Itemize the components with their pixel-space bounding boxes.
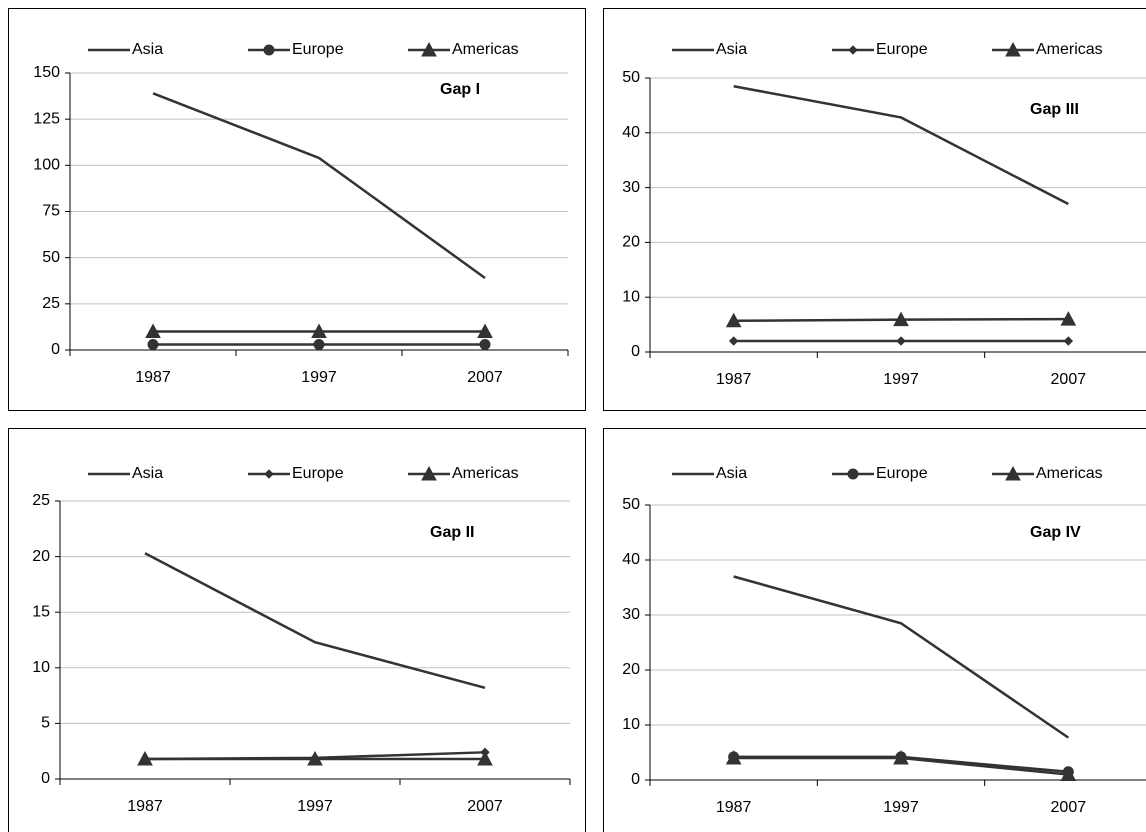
point	[313, 338, 325, 350]
point	[848, 45, 858, 55]
point	[728, 336, 739, 346]
x-tick-label: 1997	[883, 371, 919, 388]
point	[725, 749, 742, 765]
legend-label: Asia	[132, 41, 163, 58]
x-tick-label: 1997	[301, 369, 337, 386]
x-tick-label: 1987	[127, 798, 163, 815]
point	[1005, 41, 1021, 57]
point	[264, 469, 274, 479]
y-tick-label: 50	[42, 249, 60, 266]
chart-panel	[8, 428, 586, 832]
point	[479, 338, 491, 350]
y-tick-label: 0	[631, 343, 640, 360]
chart-panel	[603, 8, 1146, 411]
x-tick-label: 1987	[135, 369, 171, 386]
y-tick-label: 20	[32, 548, 50, 565]
y-tick-label: 25	[32, 492, 50, 509]
y-tick-label: 125	[33, 110, 60, 127]
point	[137, 750, 153, 766]
y-tick-label: 50	[622, 69, 640, 86]
y-tick-label: 0	[631, 771, 640, 788]
point	[893, 311, 909, 327]
series-line	[733, 575, 1070, 739]
point	[145, 323, 161, 339]
x-tick-label: 1987	[716, 371, 752, 388]
legend-label: Europe	[876, 465, 928, 482]
legend-label: Americas	[1036, 465, 1103, 482]
y-tick-label: 50	[622, 496, 640, 513]
y-tick-label: 150	[33, 64, 60, 81]
legend-label: Europe	[292, 465, 344, 482]
point	[893, 749, 909, 765]
point	[147, 338, 159, 350]
y-tick-label: 40	[622, 551, 640, 568]
legend-label: Americas	[452, 465, 519, 482]
legend-label: Asia	[132, 465, 163, 482]
series-line	[733, 84, 1069, 206]
legend-label: Americas	[452, 41, 519, 58]
annotation: Gap II	[430, 524, 474, 541]
x-tick-label: 1997	[883, 799, 919, 816]
x-tick-label: 1997	[297, 798, 333, 815]
point	[263, 44, 275, 56]
point	[477, 750, 493, 766]
y-tick-label: 10	[622, 716, 640, 733]
x-tick-label: 1987	[716, 799, 752, 816]
point	[311, 323, 327, 339]
point	[307, 750, 323, 766]
y-tick-label: 5	[41, 715, 50, 732]
y-tick-label: 0	[51, 341, 60, 358]
legend-label: Asia	[716, 41, 747, 58]
y-tick-label: 30	[622, 606, 640, 623]
series-line	[144, 552, 486, 690]
x-tick-label: 2007	[1051, 799, 1087, 816]
x-tick-label: 2007	[467, 798, 503, 815]
x-tick-label: 2007	[467, 369, 503, 386]
series-line	[152, 92, 486, 279]
point	[1005, 465, 1021, 481]
x-tick-label: 2007	[1051, 371, 1087, 388]
annotation: Gap III	[1030, 101, 1079, 118]
y-tick-label: 100	[33, 157, 60, 174]
y-tick-label: 25	[42, 295, 60, 312]
point	[421, 41, 437, 57]
point	[896, 336, 906, 346]
annotation: Gap I	[440, 81, 480, 98]
y-tick-label: 30	[622, 179, 640, 196]
point	[1060, 766, 1077, 781]
point	[421, 465, 437, 481]
legend-label: Americas	[1036, 41, 1103, 58]
point	[1060, 311, 1077, 326]
point	[725, 312, 742, 328]
legend-label: Europe	[292, 41, 344, 58]
point	[1063, 336, 1074, 346]
legend-label: Europe	[876, 41, 928, 58]
y-tick-label: 75	[42, 203, 60, 220]
y-tick-label: 15	[32, 603, 50, 620]
y-tick-label: 40	[622, 124, 640, 141]
point	[477, 323, 493, 339]
y-tick-label: 10	[622, 288, 640, 305]
legend-label: Asia	[716, 465, 747, 482]
annotation: Gap IV	[1030, 524, 1081, 541]
y-tick-label: 20	[622, 234, 640, 251]
chart-panel	[603, 428, 1146, 832]
point	[847, 468, 859, 480]
y-tick-label: 10	[32, 659, 50, 676]
y-tick-label: 20	[622, 661, 640, 678]
y-tick-label: 0	[41, 770, 50, 787]
